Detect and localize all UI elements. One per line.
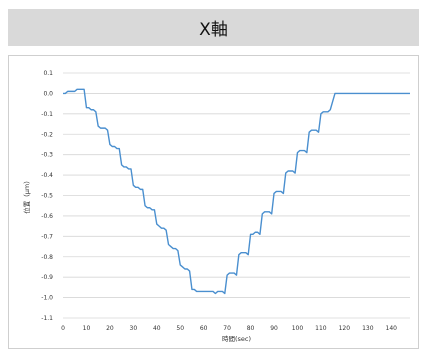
y-axis-label: 位置（μm） [22,177,31,213]
y-tick-label: -0.5 [41,193,53,200]
x-tick-label: 40 [153,325,161,332]
line-chart: 0.1 0.0 -0.1 -0.2 -0.3 -0.4 -0.5 -0.6 -0.7 -0.8 -0… [22,70,410,343]
y-tick-label: 0.0 [43,90,53,97]
x-tick-label: 140 [386,325,398,332]
y-tick-label: -0.6 [41,213,53,220]
x-tick-label: 70 [223,325,231,332]
y-tick-label: -0.9 [41,274,53,281]
x-tick-label: 60 [200,325,208,332]
x-tick-label: 120 [339,325,351,332]
chart-frame: 0.1 0.0 -0.1 -0.2 -0.3 -0.4 -0.5 -0.6 -0.7 -0.8 -0… [8,55,419,349]
x-tick-label: 10 [83,325,91,332]
x-tick-label: 110 [315,325,327,332]
x-tick-label: 0 [61,325,65,332]
x-tick-label: 80 [247,325,255,332]
y-tick-label: -0.1 [41,111,53,118]
y-tick-label: -0.2 [41,131,53,138]
y-tick-label: -0.3 [41,152,53,159]
y-tick-label: -0.7 [41,233,53,240]
chart-header: X軸 [8,9,419,46]
y-tick-label: 0.1 [43,70,53,77]
x-tick-label: 30 [130,325,138,332]
x-tick-label: 100 [292,325,304,332]
x-tick-label: 130 [362,325,374,332]
chart-title: X軸 [199,20,228,40]
series-line [63,88,410,295]
y-tick-label: -1.1 [41,315,53,322]
y-tick-label: -0.8 [41,254,53,261]
x-tick-label: 50 [176,325,184,332]
x-tick-label: 90 [270,325,278,332]
y-tick-label: -1.0 [41,295,53,302]
y-tick-label: -0.4 [41,172,53,179]
x-axis-label: 時間(sec) [222,335,251,343]
x-tick-label: 20 [106,325,114,332]
